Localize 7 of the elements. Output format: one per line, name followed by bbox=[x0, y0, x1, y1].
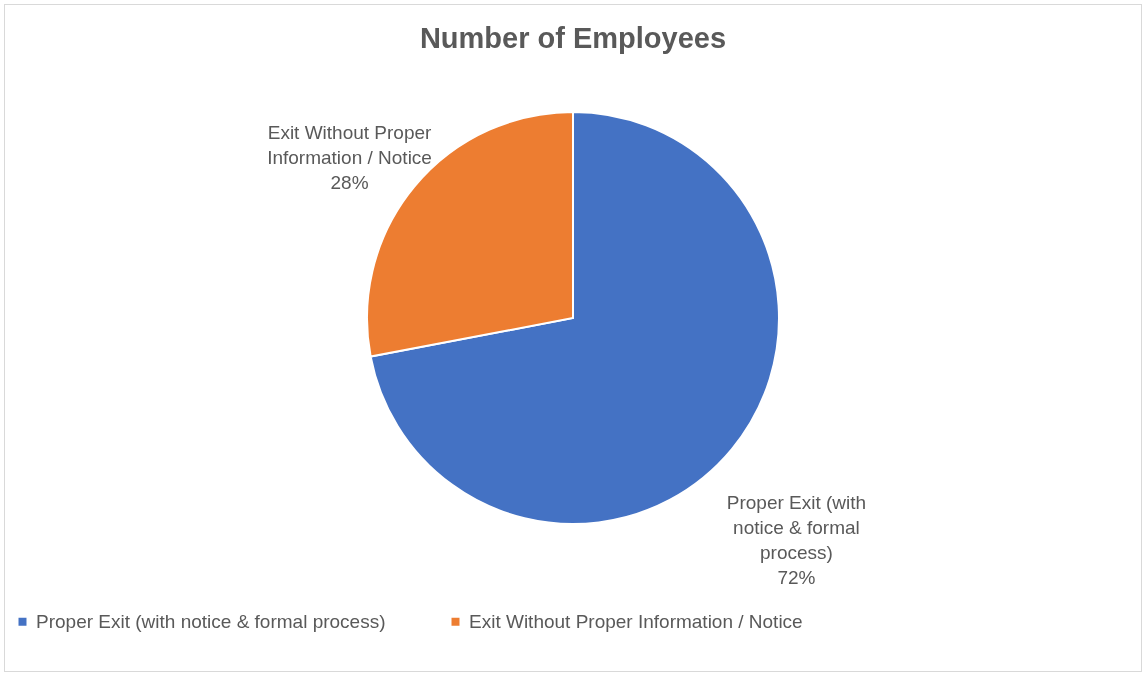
slice-label: Exit Without Proper Information / Notice bbox=[267, 122, 433, 169]
legend-label: Proper Exit (with notice & formal process) bbox=[36, 610, 386, 632]
data-label: 72% bbox=[777, 566, 816, 588]
data-label: 28% bbox=[330, 172, 369, 194]
legend-label: Exit Without Proper Information / Notice bbox=[469, 610, 803, 632]
chart-title: Number of Employees bbox=[419, 22, 727, 54]
slice-label: Proper Exit (with notice & formal process) bbox=[726, 491, 867, 563]
